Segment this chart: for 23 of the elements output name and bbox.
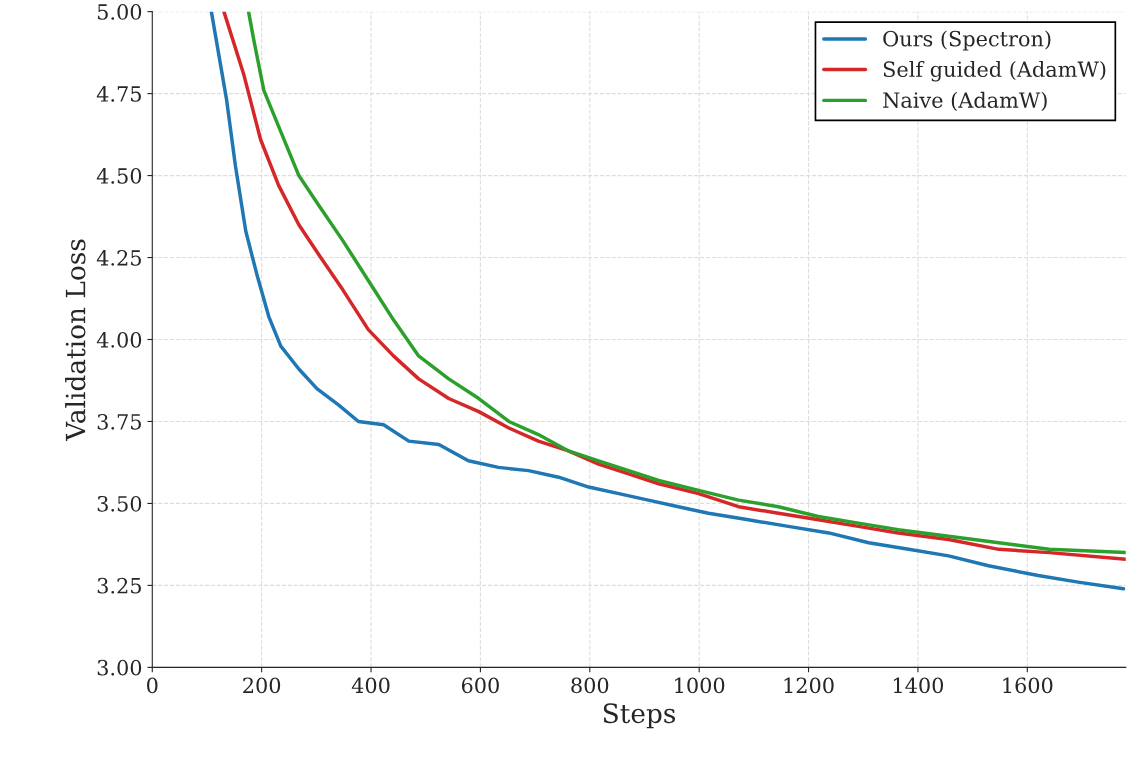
y-tick-label: 3.50: [97, 495, 142, 512]
x-tick-label: 200: [243, 677, 281, 694]
y-tick-label: 5.00: [97, 4, 142, 20]
y-tick-label: 4.25: [96, 249, 141, 266]
y-axis-title: Validation Loss: [65, 239, 86, 442]
x-tick-label: 0: [147, 677, 158, 694]
x-tick-label: 1400: [893, 677, 944, 694]
x-tick-label: 1200: [784, 677, 834, 694]
y-tick-label: 4.75: [96, 86, 141, 102]
y-tick-label: 4.00: [96, 331, 142, 348]
x-tick-label: 1600: [1003, 677, 1053, 694]
x-tick-label: 800: [571, 677, 609, 694]
x-tick-label: 400: [351, 677, 390, 694]
x-tick-label: 600: [461, 677, 499, 694]
legend-label: Ours (Spectron): [883, 30, 1051, 51]
y-tick-label: 3.75: [97, 413, 141, 430]
y-tick-label: 3.00: [97, 659, 142, 676]
legend-label: Naive (AdamW): [883, 91, 1047, 111]
y-tick-label: 3.25: [97, 577, 141, 594]
legend-label: Self guided (AdamW): [883, 60, 1106, 82]
x-tick-label: 1000: [675, 677, 725, 694]
y-tick-label: 4.50: [96, 168, 142, 184]
x-axis-title: Steps: [603, 703, 676, 729]
